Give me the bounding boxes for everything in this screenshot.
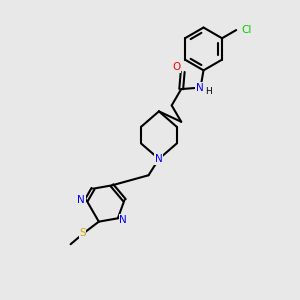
Text: Cl: Cl [242,25,252,35]
Text: N: N [155,154,163,164]
Text: N: N [119,215,127,225]
Text: N: N [196,82,204,93]
Text: S: S [79,228,86,238]
Text: N: N [77,195,85,205]
Text: H: H [206,87,212,96]
Text: O: O [172,62,181,72]
